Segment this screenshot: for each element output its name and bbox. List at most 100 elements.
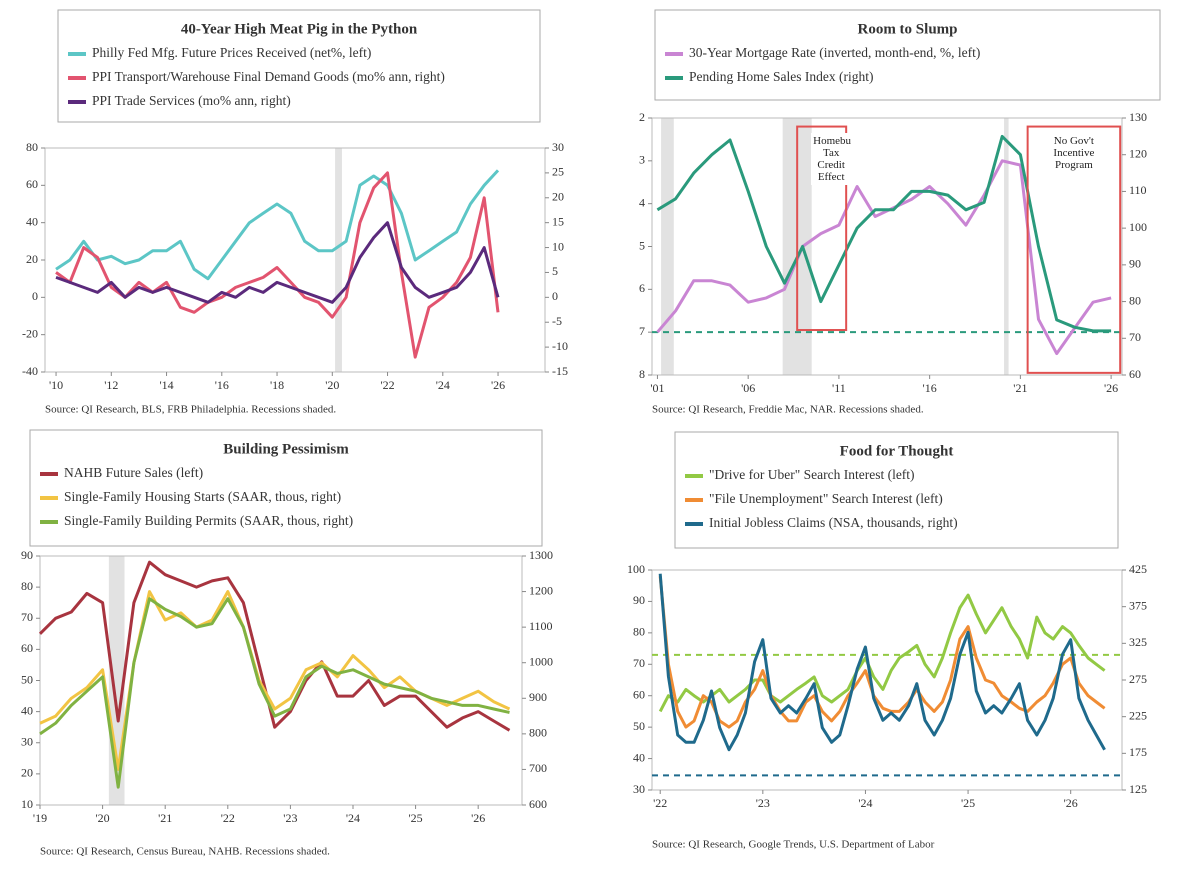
chart-title: Room to Slump	[857, 21, 957, 37]
legend-box	[654, 9, 1161, 101]
series-line	[38, 560, 511, 732]
legend-label: 30-Year Mortgage Rate (inverted, month-e…	[689, 45, 980, 60]
series-line	[656, 134, 1112, 333]
legend-label: Philly Fed Mfg. Future Prices Received (…	[92, 45, 371, 60]
y-tick-label: 30	[633, 782, 645, 796]
x-tick-label: '24	[346, 811, 360, 825]
chart-panel: 80 60 40 20 0 -20 -40 30 25 20 15 10 5 0 -5 -10 -15 '10 '1…	[22, 9, 568, 416]
series-line	[658, 593, 1106, 713]
x-tick-label: '12	[104, 378, 118, 392]
x-tick-label: '26	[1064, 796, 1078, 810]
x-tick-label: '16	[215, 378, 229, 392]
y2-tick-label: 600	[529, 797, 547, 811]
recession-band	[661, 118, 674, 375]
y-tick-label: 80	[26, 140, 38, 154]
y-tick-label: 20	[26, 252, 38, 266]
y2-tick-label: 5	[552, 264, 558, 278]
y-tick-label: 50	[21, 672, 33, 686]
y2-tick-label: 100	[1129, 220, 1147, 234]
x-tick-label: '06	[741, 381, 755, 395]
y2-tick-label: 70	[1129, 330, 1141, 344]
series-line	[39, 597, 510, 789]
x-tick-label: '21	[158, 811, 172, 825]
legend-label: PPI Transport/Warehouse Final Demand Goo…	[92, 69, 445, 84]
legend-label: Initial Jobless Claims (NSA, thousands, …	[709, 515, 958, 530]
source-note: Source: QI Research, Google Trends, U.S.…	[652, 839, 935, 851]
x-tick-label: '10	[49, 378, 63, 392]
recession-band	[335, 148, 342, 372]
legend-box	[29, 429, 543, 547]
x-tick-label: '22	[221, 811, 235, 825]
chart-panel: 90 80 70 60 50 40 30 20 10 1300 1200 1100 1000 900 800…	[21, 429, 553, 858]
x-tick-label: '26	[471, 811, 485, 825]
annotation-holder: Homebuyer Tax Credit Effect	[811, 132, 852, 185]
y-tick-label: 40	[633, 750, 645, 764]
x-tick-label: '25	[961, 796, 975, 810]
legend-label: Single-Family Housing Starts (SAAR, thou…	[64, 489, 341, 504]
y2-tick-label: -15	[552, 364, 568, 378]
chart-panel: 100 90 80 70 60 50 40 30 425 375 325 275 225 175 125 '2…	[627, 431, 1147, 851]
x-tick-label: '14	[159, 378, 173, 392]
y-tick-label: 7	[639, 324, 645, 338]
y-tick-label: 3	[639, 153, 645, 167]
y2-tick-label: 275	[1129, 672, 1147, 686]
y-tick-label: 6	[639, 281, 645, 295]
source-note: Source: QI Research, Census Bureau, NAHB…	[40, 846, 330, 858]
y-tick-label: 90	[21, 548, 33, 562]
y2-tick-label: 60	[1129, 367, 1141, 381]
y2-tick-label: 110	[1129, 183, 1147, 197]
y-tick-label: 2	[639, 110, 645, 124]
y-tick-label: 0	[32, 289, 38, 303]
series-line	[55, 221, 500, 304]
y-tick-label: 8	[639, 367, 645, 381]
y-tick-label: 4	[639, 195, 645, 209]
y2-tick-label: 1200	[529, 583, 553, 597]
x-tick-label: '26	[1104, 381, 1118, 395]
y2-tick-label: 90	[1129, 257, 1141, 271]
x-tick-label: '18	[270, 378, 284, 392]
y2-tick-label: 375	[1129, 598, 1147, 612]
x-tick-label: '24	[436, 378, 450, 392]
y2-tick-label: 130	[1129, 110, 1147, 124]
y2-tick-label: 1000	[529, 654, 553, 668]
x-tick-label: '24	[858, 796, 872, 810]
legend-label: NAHB Future Sales (left)	[64, 465, 203, 480]
series-line	[656, 159, 1112, 356]
x-tick-label: '20	[325, 378, 339, 392]
legend-label: "File Unemployment" Search Interest (lef…	[709, 491, 943, 506]
y2-tick-label: -10	[552, 339, 568, 353]
y-tick-label: 5	[639, 238, 645, 252]
source-note: Source: QI Research, Freddie Mac, NAR. R…	[652, 404, 924, 416]
chart-title: Food for Thought	[840, 443, 954, 459]
y2-tick-label: 30	[552, 140, 564, 154]
x-tick-label: '01	[650, 381, 664, 395]
y2-tick-label: 125	[1129, 782, 1147, 796]
annotation-box	[1026, 125, 1122, 374]
x-tick-label: '22	[653, 796, 667, 810]
source-note: Source: QI Research, BLS, FRB Philadelph…	[45, 404, 336, 416]
y2-tick-label: 80	[1129, 293, 1141, 307]
y2-tick-label: 0	[552, 289, 558, 303]
annotation-box	[796, 125, 848, 332]
y-tick-label: 90	[633, 593, 645, 607]
y-tick-label: 10	[21, 797, 33, 811]
y2-tick-label: 700	[529, 761, 547, 775]
y2-tick-label: 900	[529, 690, 547, 704]
y2-tick-label: 10	[552, 239, 564, 253]
legend-label: Pending Home Sales Index (right)	[689, 69, 873, 84]
y-tick-label: 50	[633, 719, 645, 733]
x-tick-label: '25	[408, 811, 422, 825]
recession-band	[1004, 118, 1009, 375]
x-tick-label: '23	[283, 811, 297, 825]
legend-box	[57, 9, 541, 123]
y-tick-label: -40	[22, 364, 38, 378]
series-line	[55, 169, 500, 281]
x-tick-label: '23	[756, 796, 770, 810]
y-tick-label: 30	[21, 735, 33, 749]
y-tick-label: 100	[627, 562, 645, 576]
x-tick-label: '21	[1013, 381, 1027, 395]
y-tick-label: 60	[26, 177, 38, 191]
y2-tick-label: 20	[552, 190, 564, 204]
x-tick-label: '11	[832, 381, 846, 395]
